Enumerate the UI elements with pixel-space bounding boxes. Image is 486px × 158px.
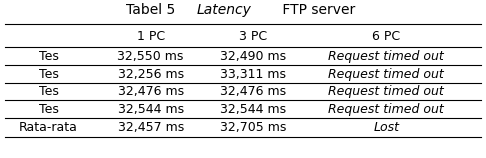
Text: Lost: Lost: [373, 122, 399, 134]
Text: Tabel 5: Tabel 5: [126, 3, 180, 17]
Text: 32,490 ms: 32,490 ms: [220, 50, 286, 63]
Text: Request timed out: Request timed out: [329, 68, 444, 81]
Text: 32,544 ms: 32,544 ms: [118, 103, 184, 116]
Text: 3 PC: 3 PC: [239, 30, 267, 43]
Text: Tes: Tes: [39, 50, 58, 63]
Text: 6 PC: 6 PC: [372, 30, 400, 43]
Text: Request timed out: Request timed out: [329, 103, 444, 116]
Text: 32,256 ms: 32,256 ms: [118, 68, 184, 81]
Text: Tes: Tes: [39, 103, 58, 116]
Text: Latency: Latency: [197, 3, 252, 17]
Text: 32,476 ms: 32,476 ms: [118, 85, 184, 98]
Text: Request timed out: Request timed out: [329, 50, 444, 63]
Text: Tes: Tes: [39, 85, 58, 98]
Text: FTP server: FTP server: [278, 3, 355, 17]
Text: 32,457 ms: 32,457 ms: [118, 122, 184, 134]
Text: 1 PC: 1 PC: [137, 30, 165, 43]
Text: 32,476 ms: 32,476 ms: [220, 85, 286, 98]
Text: 32,550 ms: 32,550 ms: [118, 50, 184, 63]
Text: 32,544 ms: 32,544 ms: [220, 103, 286, 116]
Text: 32,705 ms: 32,705 ms: [220, 122, 286, 134]
Text: Rata-rata: Rata-rata: [19, 122, 78, 134]
Text: 33,311 ms: 33,311 ms: [220, 68, 286, 81]
Text: Request timed out: Request timed out: [329, 85, 444, 98]
Text: Tes: Tes: [39, 68, 58, 81]
